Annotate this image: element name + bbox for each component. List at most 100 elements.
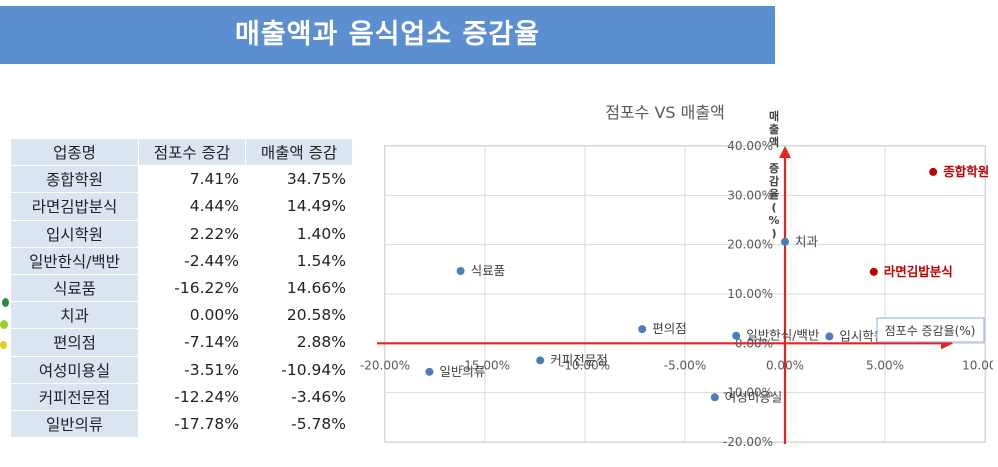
title-banner <box>0 6 775 64</box>
data-point <box>732 331 741 340</box>
y-axis-title-char: 액 <box>769 136 779 149</box>
data-point <box>929 167 938 176</box>
y-tick-label: 20.00% <box>727 238 773 252</box>
table-row: 커피전문점 -12.24% -3.46% <box>10 382 353 411</box>
page-title: 매출액과 음식업소 증감율 <box>234 19 541 50</box>
point-label: 커피전문점 <box>550 352 608 367</box>
x-axis-title: 점포수 증감율(%) <box>885 324 976 338</box>
table-row: 식료품 -16.22% 14.66% <box>10 273 353 303</box>
y-axis-title-char: 출 <box>769 122 779 136</box>
cell-name: 치과 <box>10 301 139 330</box>
cell-sales-change: 20.58% <box>245 301 353 330</box>
y-axis-title-char: 율 <box>769 188 779 201</box>
table-row: 라면김밥분식 4.44% 14.49% <box>10 192 353 221</box>
data-point <box>781 237 789 246</box>
y-tick-label: 40.00% <box>727 139 773 153</box>
data-point <box>536 356 545 365</box>
decorative-dot <box>0 341 7 349</box>
point-label: 여성미용실 <box>725 389 783 404</box>
x-tick-label: -15.00% <box>460 358 510 372</box>
cell-store-change: 4.44% <box>138 192 246 221</box>
y-tick-label: 0.00% <box>735 336 773 350</box>
cell-sales-change: 14.49% <box>245 192 353 221</box>
x-tick-label: 5.00% <box>866 358 904 372</box>
cell-store-change: 0.00% <box>138 301 246 330</box>
y-axis-title-char: 증 <box>769 162 779 175</box>
cell-sales-change: 34.75% <box>245 165 353 194</box>
x-tick-label: -20.00% <box>360 358 410 372</box>
cell-store-change: -7.14% <box>138 328 246 357</box>
data-point <box>710 393 719 402</box>
cell-name: 식료품 <box>10 273 139 303</box>
table-row: 종합학원 7.41% 34.75% <box>10 165 353 194</box>
y-tick-label: -20.00% <box>723 435 773 449</box>
cell-sales-change: -5.78% <box>245 409 353 439</box>
point-label: 종합학원 <box>943 164 989 179</box>
table-row: 일반한식/백반 -2.44% 1.54% <box>10 246 353 275</box>
table-row: 편의점 -7.14% 2.88% <box>10 328 353 357</box>
header-sales-change: 매출액 증감 <box>245 137 353 167</box>
point-label: 치과 <box>795 234 819 249</box>
data-point <box>638 325 647 334</box>
cell-store-change: 7.41% <box>138 165 246 194</box>
y-axis-title-char: 매 <box>769 109 779 123</box>
cell-sales-change: 1.40% <box>245 219 353 248</box>
cell-sales-change: -3.46% <box>245 382 353 411</box>
cell-store-change: -16.22% <box>138 273 246 303</box>
cell-sales-change: 14.66% <box>245 273 353 303</box>
x-tick-label: 10.00% <box>962 358 993 372</box>
tick-labels: -20.00% -15.00% -10.00% -5.00% 0.00% 5.00% 10.… <box>360 139 993 449</box>
axis-titles: 점포수 증감율(%) 매출액 증감율(%) <box>768 109 985 343</box>
table-row: 일반의류 -17.78% -5.78% <box>10 409 353 439</box>
y-axis-arrow-icon <box>779 146 791 158</box>
x-tick-label: -5.00% <box>664 358 706 372</box>
table-row: 여성미용실 -3.51% -10.94% <box>10 355 353 384</box>
cell-name: 여성미용실 <box>10 355 139 384</box>
y-axis-title-char: ) <box>771 227 776 240</box>
chart-title: 점포수 VS 매출액 <box>605 103 725 122</box>
table-header-row: 업종명 점포수 증감 매출액 증감 <box>10 137 353 167</box>
cell-name: 종합학원 <box>10 165 139 194</box>
cell-name: 라면김밥분식 <box>10 192 139 221</box>
data-table: 업종명 점포수 증감 매출액 증감 종합학원 7.41% 34.75% 라면김밥분식 4… <box>10 137 353 439</box>
y-tick-label: -10.00% <box>723 386 773 400</box>
x-axis-title-box <box>876 317 985 343</box>
table-row: 치과 0.00% 20.58% <box>10 301 353 330</box>
cell-store-change: -3.51% <box>138 355 246 384</box>
point-label: 라면김밥분식 <box>884 264 953 279</box>
cell-name: 입시학원 <box>10 219 139 248</box>
y-axis-title-char: % <box>768 214 779 227</box>
scatter-chart: 점포수 VS 매출액 -20.00% -15.00% -10.00% -5.00% 0.… <box>360 103 993 449</box>
x-tick-label: -10.00% <box>560 358 610 372</box>
decorative-dot <box>0 320 8 329</box>
data-point <box>869 267 878 276</box>
data-point <box>456 267 465 276</box>
cell-name: 커피전문점 <box>10 382 139 411</box>
header-store-change: 점포수 증감 <box>138 137 246 167</box>
point-label: 일반한식/백반 <box>746 328 820 343</box>
y-tick-label: 30.00% <box>727 188 773 202</box>
cell-store-change: -2.44% <box>138 246 246 275</box>
point-label: 편의점 <box>652 321 687 336</box>
cell-store-change: 2.22% <box>138 219 246 248</box>
header-name: 업종명 <box>10 137 139 167</box>
cell-name: 편의점 <box>10 328 139 357</box>
table-row: 입시학원 2.22% 1.40% <box>10 219 353 248</box>
x-tick-label: 0.00% <box>766 358 804 372</box>
cell-sales-change: 2.88% <box>245 328 353 357</box>
point-label: 식료품 <box>471 263 506 278</box>
point-label: 일반의류 <box>439 364 485 379</box>
y-axis-title-char: ( <box>771 201 776 214</box>
point-label: 입시학원 <box>839 328 885 343</box>
axes <box>377 146 953 444</box>
cell-sales-change: 1.54% <box>245 246 353 275</box>
decorative-dot <box>2 298 9 307</box>
y-tick-label: 10.00% <box>727 287 773 301</box>
cell-name: 일반한식/백반 <box>10 246 139 275</box>
cell-store-change: -17.78% <box>138 409 246 439</box>
data-point <box>425 367 434 376</box>
data-point <box>825 332 834 341</box>
cell-store-change: -12.24% <box>138 382 246 411</box>
y-axis-title-char: 감 <box>769 174 779 188</box>
